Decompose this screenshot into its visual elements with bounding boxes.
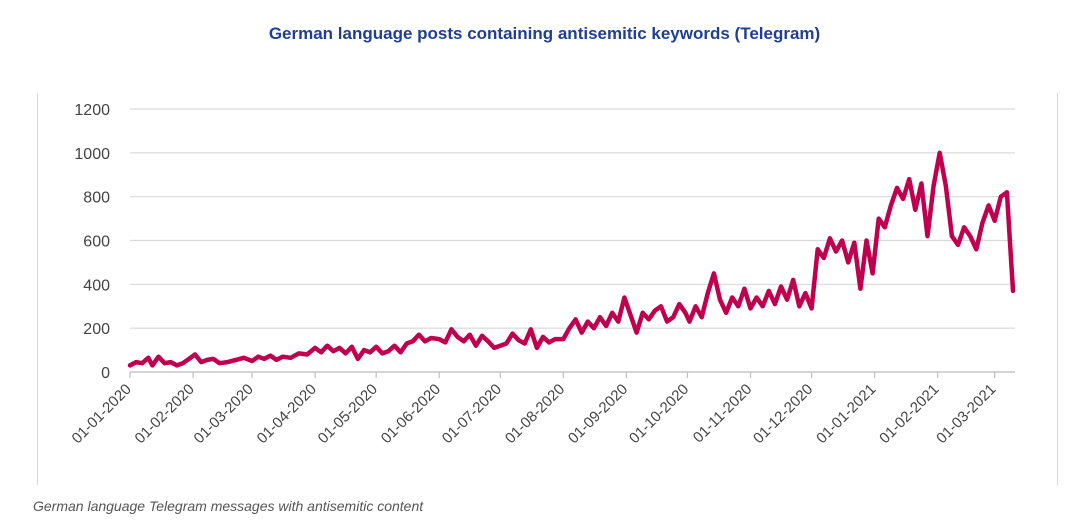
x-tick-label: 01-01-2020: [69, 381, 135, 447]
y-axis: 0 200 400 600 800 1000 1200: [74, 102, 110, 382]
y-tick-label: 1000: [74, 146, 110, 163]
x-tick-label: 01-02-2020: [132, 381, 198, 447]
x-tick-label: 01-06-2020: [378, 381, 444, 447]
series-line: [127, 150, 1016, 368]
chart-caption: German language Telegram messages with a…: [33, 498, 424, 514]
x-tick-label: 01-09-2020: [565, 381, 631, 447]
x-tick-label: 01-04-2020: [254, 381, 320, 447]
chart-title: German language posts containing antisem…: [268, 24, 821, 43]
y-tick-label: 0: [101, 365, 110, 382]
gridlines: [130, 108, 1015, 373]
x-tick-label: 01-11-2020: [690, 381, 755, 446]
x-tick-label: 01-01-2021: [813, 381, 879, 447]
x-tick-label: 01-12-2020: [750, 381, 816, 447]
x-tick-label: 01-03-2020: [191, 381, 257, 447]
x-tick-label: 01-08-2020: [502, 381, 568, 447]
frame-left-border: [37, 93, 38, 485]
y-tick-label: 800: [83, 190, 110, 207]
y-tick-label: 400: [83, 277, 110, 294]
x-tick-label: 01-05-2020: [315, 381, 381, 447]
plot-area: [127, 150, 1016, 368]
x-tick-label: 01-10-2020: [626, 381, 692, 447]
y-tick-label: 200: [83, 321, 110, 338]
x-axis: 01-01-202001-02-202001-03-202001-04-2020…: [69, 371, 1015, 447]
x-tick-label: 01-03-2021: [933, 381, 999, 447]
y-tick-label: 1200: [74, 102, 110, 119]
x-tick-label: 01-02-2021: [876, 381, 942, 447]
x-tick-label: 01-07-2020: [439, 381, 505, 447]
y-tick-label: 600: [83, 234, 110, 251]
frame-right-border: [1057, 93, 1058, 485]
